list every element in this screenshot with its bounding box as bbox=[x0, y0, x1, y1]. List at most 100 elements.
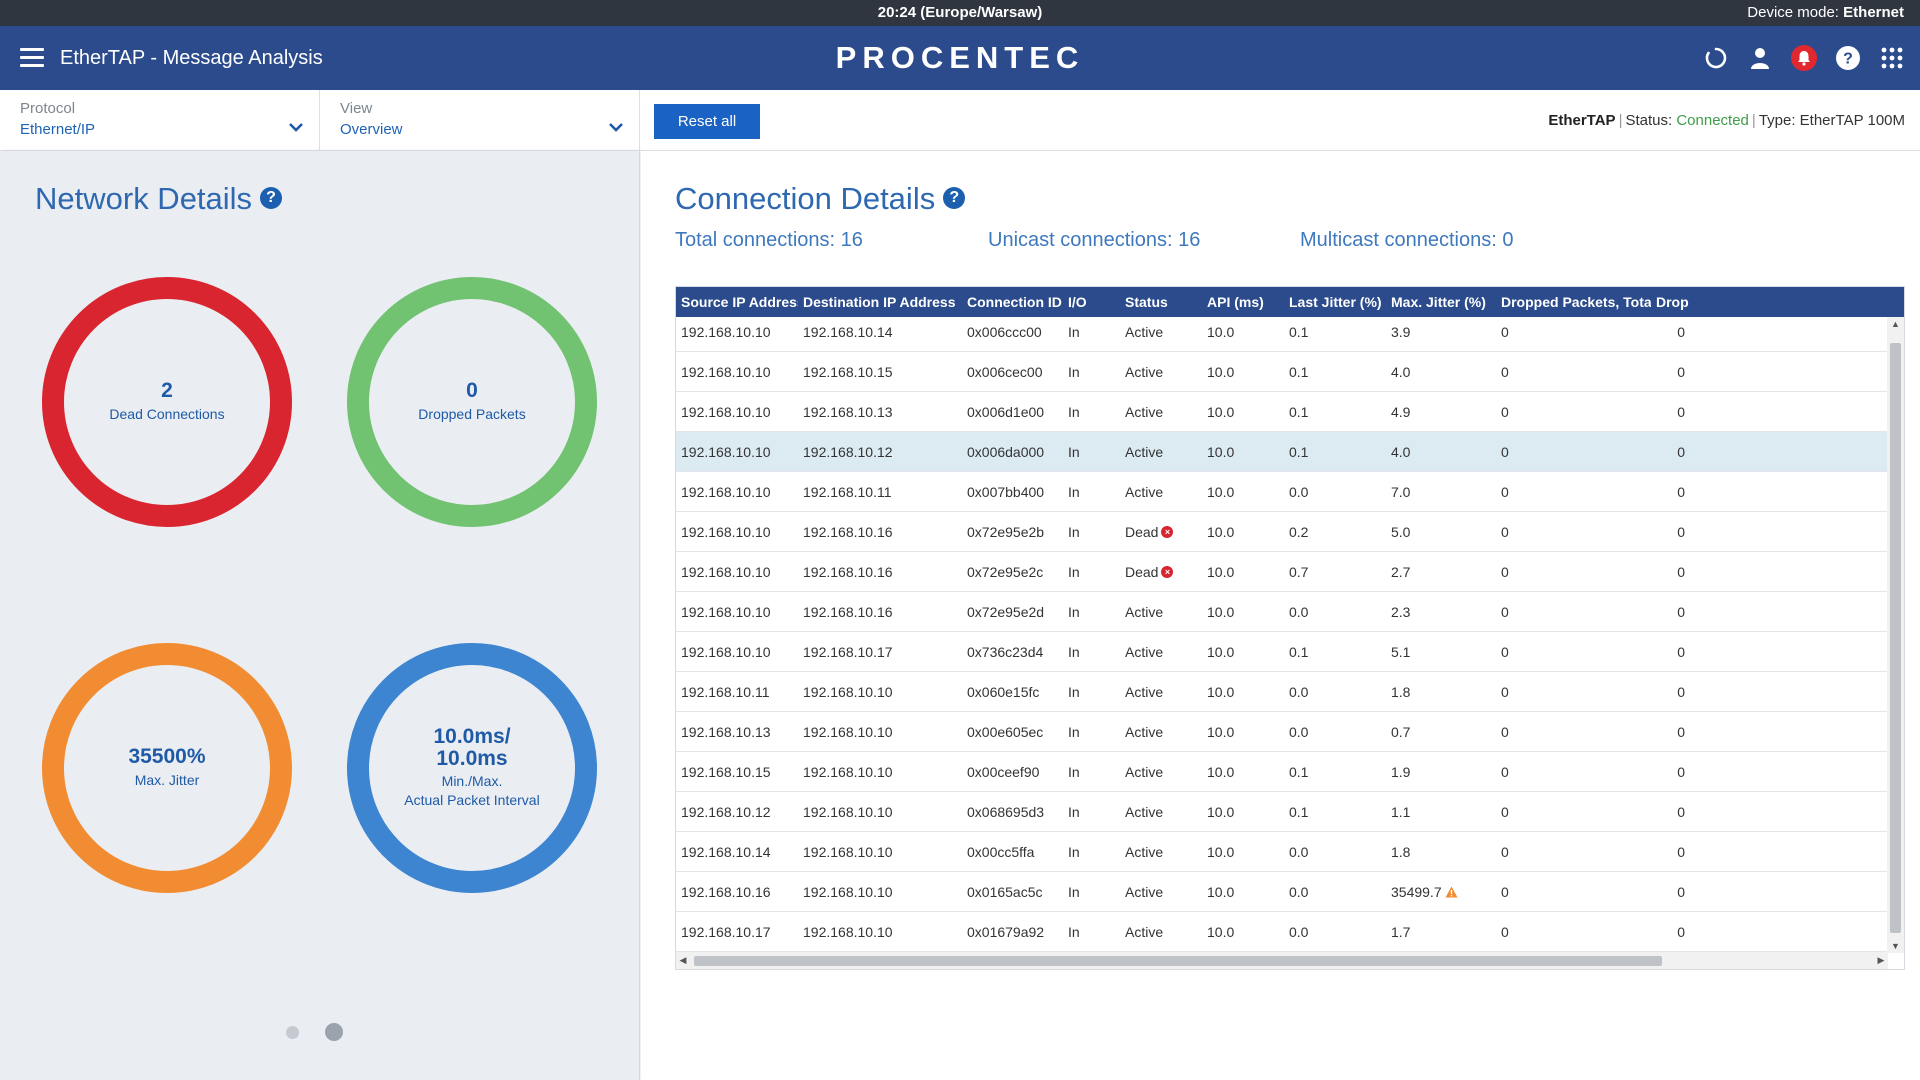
table-row[interactable]: 192.168.10.10 192.168.10.16 0x72e95e2d In Ac… bbox=[676, 592, 1888, 632]
scroll-up-arrow-icon[interactable]: ▲ bbox=[1891, 319, 1900, 329]
table-row[interactable]: 192.168.10.15 192.168.10.10 0x00ceef90 In Ac… bbox=[676, 752, 1888, 792]
table-cell-dropped: 0 bbox=[1631, 672, 1688, 712]
table-row[interactable]: 192.168.10.10 192.168.10.13 0x006d1e00 In Ac… bbox=[676, 392, 1888, 432]
table-cell-status: Active bbox=[1120, 752, 1202, 792]
cell-text: 0x736c23d4 bbox=[967, 644, 1044, 660]
table-cell-connection-id: 0x72e95e2d bbox=[962, 592, 1063, 632]
table-row[interactable]: 192.168.10.10 192.168.10.15 0x006cec00 In Ac… bbox=[676, 352, 1888, 392]
apps-grid-icon[interactable] bbox=[1878, 44, 1906, 72]
dead-connections-value: 2 bbox=[161, 379, 173, 402]
help-icon[interactable]: ? bbox=[943, 186, 966, 209]
column-header-api[interactable]: API (ms) bbox=[1207, 294, 1264, 310]
horizontal-scrollbar[interactable]: ◀ ▶ bbox=[676, 952, 1888, 969]
table-cell-dropped-total: 0 bbox=[1496, 912, 1651, 952]
table-cell-io: In bbox=[1063, 592, 1120, 632]
table-cell-last-jitter: 0.7 bbox=[1284, 552, 1386, 592]
carousel-dot-1[interactable] bbox=[286, 1025, 299, 1039]
system-clock: 20:24 (Europe/Warsaw) bbox=[877, 4, 1043, 21]
cell-text: 0.1 bbox=[1289, 324, 1309, 340]
table-row[interactable]: 192.168.10.10 192.168.10.17 0x736c23d4 In Ac… bbox=[676, 632, 1888, 672]
table-cell-api: 10.0 bbox=[1202, 552, 1284, 592]
carousel-dot-2[interactable] bbox=[325, 1023, 343, 1041]
help-icon[interactable]: ? bbox=[1834, 44, 1862, 72]
table-cell-io: In bbox=[1063, 352, 1120, 392]
column-header-destination-ip[interactable]: Destination IP Address bbox=[803, 294, 956, 310]
table-row[interactable]: 192.168.10.14 192.168.10.10 0x00cc5ffa In Ac… bbox=[676, 832, 1888, 872]
table-row[interactable]: 192.168.10.10 192.168.10.16 0x72e95e2b In De… bbox=[676, 512, 1888, 552]
table-row[interactable]: 192.168.10.12 192.168.10.10 0x068695d3 In Ac… bbox=[676, 792, 1888, 832]
cell-text: 0 bbox=[1501, 764, 1509, 780]
horizontal-scroll-thumb[interactable] bbox=[694, 956, 1662, 966]
cell-text: 192.168.10.16 bbox=[803, 604, 893, 620]
table-cell-status: Active bbox=[1120, 872, 1202, 912]
cell-text: Active bbox=[1125, 924, 1164, 940]
cell-text: 0 bbox=[1501, 484, 1509, 500]
protocol-label: Protocol bbox=[20, 100, 76, 117]
cell-text: 0 bbox=[1501, 884, 1509, 900]
table-cell-source-ip: 192.168.10.15 bbox=[676, 752, 798, 792]
help-icon[interactable]: ? bbox=[260, 186, 283, 209]
vertical-scrollbar[interactable]: ▲ ▼ bbox=[1887, 317, 1904, 953]
column-header-connection-id[interactable]: Connection ID ... bbox=[967, 294, 1063, 310]
cell-text: 0 bbox=[1677, 844, 1685, 860]
column-header-status[interactable]: Status bbox=[1125, 294, 1168, 310]
connection-details-title: Connection Details? bbox=[675, 181, 966, 217]
table-cell-max-jitter: 1.1 bbox=[1386, 792, 1496, 832]
table-row[interactable]: 192.168.10.11 192.168.10.10 0x060e15fc In Ac… bbox=[676, 672, 1888, 712]
cell-text: 192.168.10.12 bbox=[681, 804, 771, 820]
view-value: Overview bbox=[340, 121, 403, 138]
protocol-select[interactable]: Protocol Ethernet/IP bbox=[0, 90, 320, 150]
cell-text: 192.168.10.10 bbox=[681, 604, 771, 620]
vertical-scroll-thumb[interactable] bbox=[1890, 343, 1901, 933]
cell-text: 4.9 bbox=[1391, 404, 1411, 420]
view-select[interactable]: View Overview bbox=[320, 90, 640, 150]
cell-text: 0x068695d3 bbox=[967, 804, 1045, 820]
table-cell-max-jitter: 7.0 bbox=[1386, 472, 1496, 512]
cell-text: Active bbox=[1125, 724, 1164, 740]
cell-text: 2.3 bbox=[1391, 604, 1411, 620]
scroll-down-arrow-icon[interactable]: ▼ bbox=[1891, 941, 1900, 951]
table-cell-connection-id: 0x00ceef90 bbox=[962, 752, 1063, 792]
reset-all-button[interactable]: Reset all bbox=[654, 104, 760, 139]
cell-text: 0x00ceef90 bbox=[967, 764, 1040, 780]
hamburger-menu-icon[interactable] bbox=[20, 48, 44, 68]
cell-text: Active bbox=[1125, 884, 1164, 900]
table-cell-max-jitter: 2.7 bbox=[1386, 552, 1496, 592]
cell-text: Active bbox=[1125, 444, 1164, 460]
table-row[interactable]: 192.168.10.13 192.168.10.10 0x00e605ec In Ac… bbox=[676, 712, 1888, 752]
cell-text: 192.168.10.17 bbox=[803, 644, 893, 660]
table-row[interactable]: 192.168.10.10 192.168.10.14 0x006ccc00 In Ac… bbox=[676, 317, 1888, 352]
scroll-right-arrow-icon[interactable]: ▶ bbox=[1877, 955, 1885, 965]
table-row[interactable]: 192.168.10.10 192.168.10.11 0x007bb400 In Ac… bbox=[676, 472, 1888, 512]
column-header-dropped-total[interactable]: Dropped Packets, Total ... bbox=[1501, 294, 1651, 310]
table-cell-max-jitter: 35499.7 bbox=[1386, 872, 1496, 912]
cell-text: 0.1 bbox=[1289, 764, 1309, 780]
cell-text: 192.168.10.10 bbox=[681, 484, 771, 500]
table-row[interactable]: 192.168.10.10 192.168.10.16 0x72e95e2c In De… bbox=[676, 552, 1888, 592]
scroll-left-arrow-icon[interactable]: ◀ bbox=[679, 955, 687, 965]
table-row[interactable]: 192.168.10.10 192.168.10.12 0x006da000 In Ac… bbox=[676, 432, 1888, 472]
table-cell-dropped: 0 bbox=[1631, 512, 1688, 552]
column-header-source-ip[interactable]: Source IP Address ... bbox=[681, 294, 798, 310]
table-cell-status: Active bbox=[1120, 792, 1202, 832]
cell-text: 0x72e95e2c bbox=[967, 564, 1044, 580]
refresh-icon[interactable] bbox=[1702, 44, 1730, 72]
column-header-io[interactable]: I/O bbox=[1068, 294, 1087, 310]
column-header-max-jitter[interactable]: Max. Jitter (%) bbox=[1391, 294, 1486, 310]
table-cell-max-jitter: 1.9 bbox=[1386, 752, 1496, 792]
chevron-down-icon bbox=[609, 123, 623, 132]
column-header-dropped[interactable]: Drop bbox=[1656, 294, 1689, 310]
table-cell-destination-ip: 192.168.10.10 bbox=[798, 672, 962, 712]
cell-text: In bbox=[1068, 684, 1080, 700]
cell-text: 192.168.10.14 bbox=[803, 324, 893, 340]
table-row[interactable]: 192.168.10.17 192.168.10.10 0x01679a92 In Ac… bbox=[676, 912, 1888, 952]
cell-text: 0x060e15fc bbox=[967, 684, 1040, 700]
notification-bell-icon[interactable] bbox=[1790, 44, 1818, 72]
column-header-last-jitter[interactable]: Last Jitter (%) ... bbox=[1289, 294, 1386, 310]
warning-icon bbox=[1445, 886, 1458, 898]
user-icon[interactable] bbox=[1746, 44, 1774, 72]
cell-text: 4.0 bbox=[1391, 364, 1411, 380]
table-cell-dropped-total: 0 bbox=[1496, 472, 1651, 512]
table-row[interactable]: 192.168.10.16 192.168.10.10 0x0165ac5c In Ac… bbox=[676, 872, 1888, 912]
cell-text: 0 bbox=[1677, 324, 1685, 340]
